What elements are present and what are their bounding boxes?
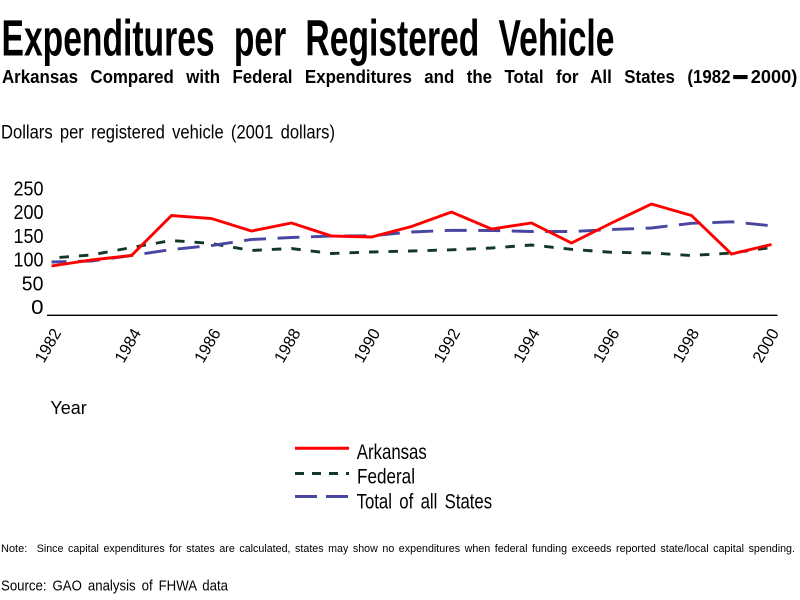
svg-text:Source: GAO analysis of FHWA d: Source: GAO analysis of FHWA data (1, 579, 228, 595)
svg-text:200: 200 (14, 202, 44, 224)
svg-text:150: 150 (14, 226, 44, 248)
svg-text:100: 100 (14, 250, 44, 272)
svg-text:Arkansas Compared with Federal: Arkansas Compared with Federal Expenditu… (2, 66, 731, 87)
svg-text:Expenditures per Registered Ve: Expenditures per Registered Vehicle (2, 10, 615, 67)
svg-text:Note:: Note: (1, 543, 27, 555)
svg-text:250: 250 (14, 179, 44, 201)
svg-text:Total of all States: Total of all States (357, 490, 493, 513)
svg-text:Arkansas: Arkansas (357, 441, 427, 464)
svg-text:Dollars per registered vehicle: Dollars per registered vehicle (2001 dol… (1, 122, 335, 143)
svg-text:50: 50 (22, 273, 44, 295)
svg-text:Since capital expenditures for: Since capital expenditures for states ar… (37, 543, 795, 555)
svg-text:2000): 2000) (751, 66, 798, 87)
svg-text:Year: Year (50, 397, 86, 418)
svg-text:0: 0 (31, 297, 43, 319)
svg-text:Federal: Federal (357, 466, 415, 489)
